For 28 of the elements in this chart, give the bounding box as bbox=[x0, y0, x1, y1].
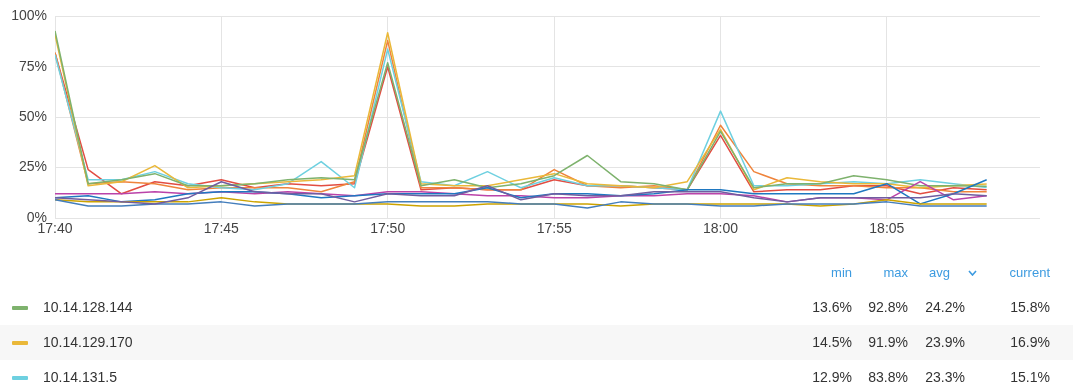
legend-label: 10.14.128.144 bbox=[43, 298, 133, 317]
x-tick-label: 17:45 bbox=[203, 220, 240, 237]
y-tick-label: 100% bbox=[11, 7, 47, 24]
text: current bbox=[1008, 264, 1050, 282]
text: 23.3% bbox=[925, 369, 965, 385]
text: 15.8% bbox=[1009, 298, 1050, 317]
y-tick-label: 75% bbox=[18, 57, 47, 74]
legend-label: 10.14.129.170 bbox=[43, 333, 133, 352]
text: avg bbox=[929, 265, 950, 280]
y-tick-label: 50% bbox=[18, 108, 47, 125]
text: 23.9% bbox=[925, 334, 965, 350]
text: max bbox=[883, 265, 908, 280]
text: 13.6% bbox=[811, 298, 852, 317]
text: 15.1% bbox=[1009, 368, 1050, 387]
text: 14.5% bbox=[811, 333, 852, 352]
x-tick-label: 18:05 bbox=[869, 220, 905, 237]
x-tick-label: 18:00 bbox=[703, 220, 739, 237]
x-tick-label: 17:50 bbox=[370, 220, 406, 237]
text: 91.9% bbox=[868, 334, 908, 350]
x-tick-label: 17:55 bbox=[536, 220, 572, 237]
text: 83.8% bbox=[868, 369, 908, 385]
text: 92.8% bbox=[868, 299, 908, 315]
legend-label: 10.14.131.5 bbox=[43, 368, 117, 387]
text: 12.9% bbox=[811, 368, 852, 387]
text: 24.2% bbox=[925, 299, 965, 315]
text: 16.9% bbox=[1009, 333, 1050, 352]
y-tick-label: 25% bbox=[18, 158, 47, 175]
text: min bbox=[830, 264, 852, 282]
